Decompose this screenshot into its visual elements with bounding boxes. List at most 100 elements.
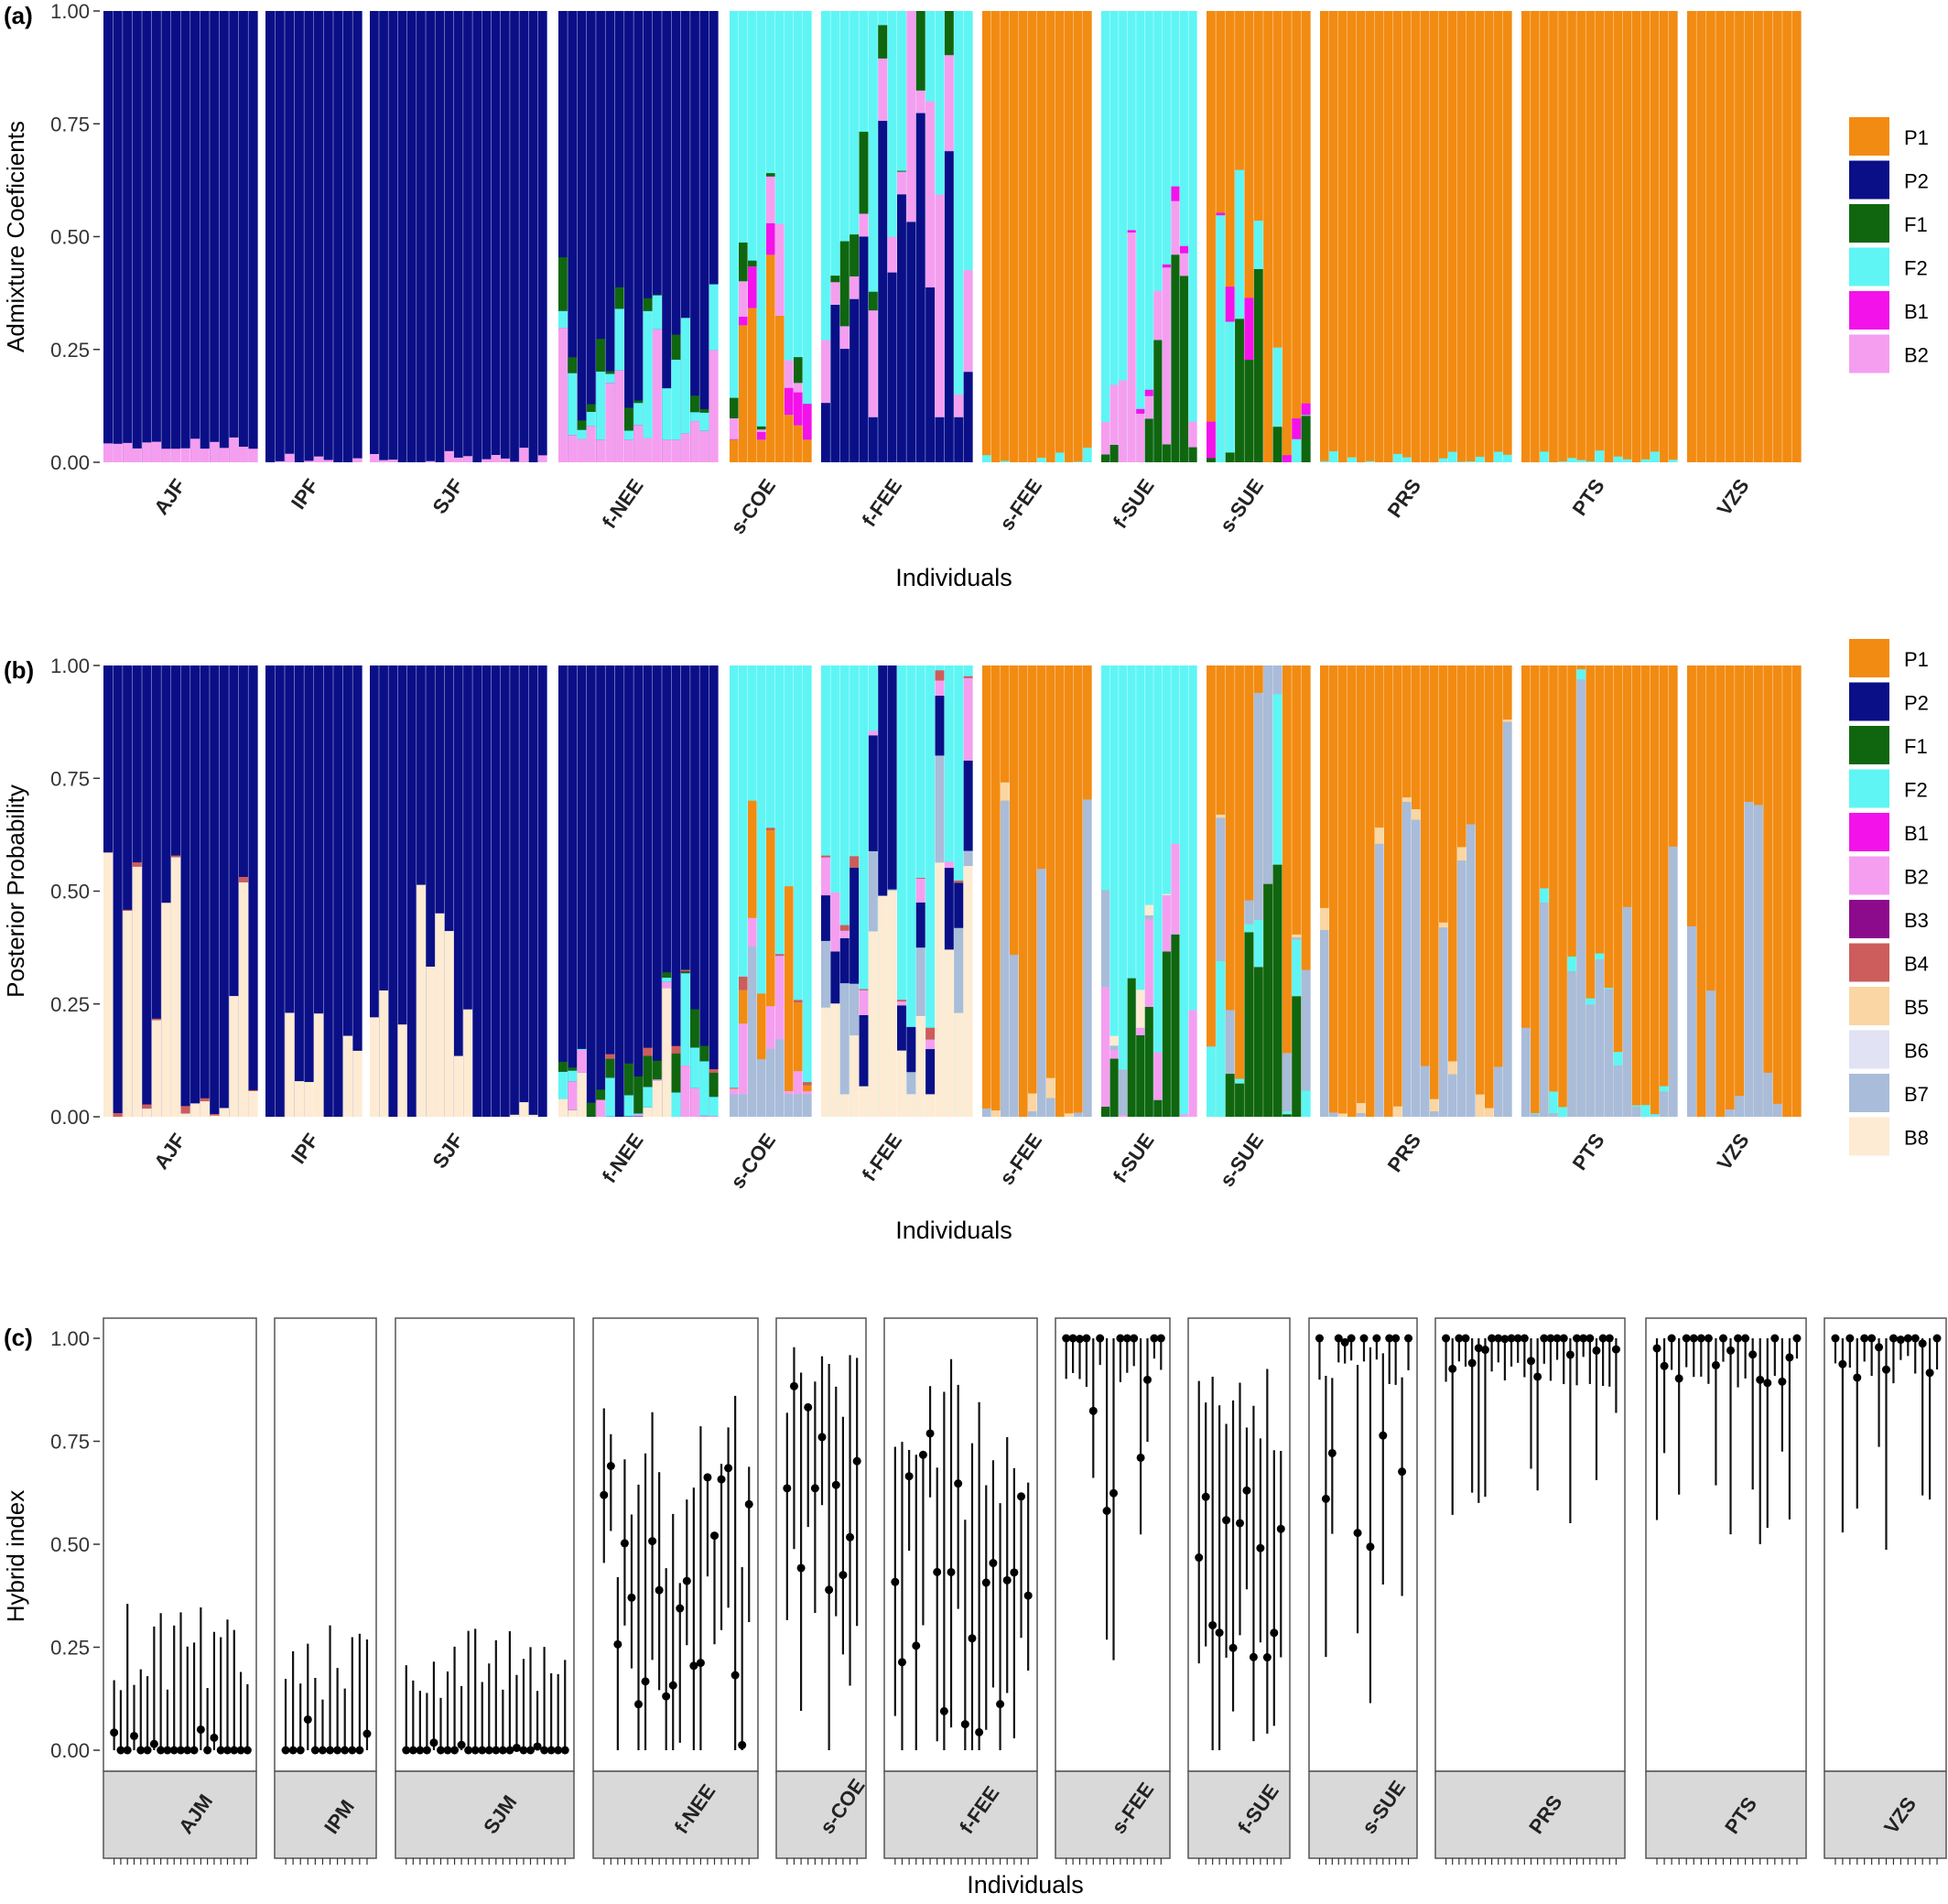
bar-B4: [730, 1087, 739, 1088]
bar-B2: [1162, 894, 1172, 952]
bar-B2: [285, 453, 295, 462]
bar-F2: [830, 11, 840, 462]
bar-F2: [643, 1087, 653, 1108]
data-point: [852, 1456, 861, 1466]
bar-F1: [568, 1067, 578, 1071]
bar-B2: [1136, 413, 1145, 462]
bar-P2: [586, 665, 597, 1117]
bar-P1: [1558, 11, 1568, 462]
bar-B2: [785, 1091, 794, 1095]
bar-B5: [1402, 797, 1412, 803]
bar-B8: [944, 949, 955, 1117]
bar-B4: [839, 925, 850, 931]
bar-B2: [915, 90, 926, 114]
data-point: [1088, 1406, 1098, 1415]
bar-B8: [370, 1017, 380, 1117]
bar-B2: [730, 418, 739, 439]
bar-P2: [519, 11, 529, 462]
category-label: IPF: [287, 475, 323, 514]
bar-P2: [839, 349, 850, 462]
bar-B2: [1179, 253, 1189, 276]
bar-B8: [963, 866, 973, 1117]
bar-B2: [453, 457, 464, 462]
bar-P1: [1010, 665, 1019, 1117]
data-point: [627, 1593, 636, 1602]
data-point: [891, 1577, 900, 1586]
bar-P1: [1430, 11, 1439, 462]
data-point: [1726, 1346, 1736, 1355]
bar-F2: [906, 665, 916, 1117]
bar-P1: [1595, 11, 1605, 462]
bar-B8: [915, 1015, 926, 1117]
bar-P1: [1503, 11, 1512, 462]
data-point: [484, 1746, 493, 1755]
data-point: [1763, 1379, 1772, 1388]
bar-F1: [1144, 1007, 1154, 1117]
bar-P1: [1393, 11, 1402, 462]
bar-B7: [887, 889, 897, 891]
bar-P2: [453, 11, 464, 462]
y-tick-label: 0.75: [50, 113, 90, 135]
bar-P1: [1320, 665, 1329, 1117]
bar-B2: [944, 861, 955, 869]
bar-P2: [285, 11, 295, 462]
bar-F2: [1631, 1105, 1641, 1108]
bar-B2: [1119, 380, 1128, 462]
bar-P1: [1028, 11, 1037, 462]
data-point: [912, 1641, 921, 1650]
bar-P1: [1696, 11, 1706, 462]
bar-P2: [821, 895, 831, 941]
bar-P2: [132, 11, 143, 462]
bar-B2: [1109, 1049, 1120, 1059]
data-point: [519, 1746, 528, 1755]
bar-B2: [352, 458, 363, 462]
data-point: [738, 1740, 747, 1749]
bar-F1: [915, 11, 926, 91]
bar-F1: [1253, 967, 1264, 1117]
bar-B2: [1153, 290, 1163, 341]
bar-B2: [643, 438, 653, 462]
bar-B2: [1144, 919, 1154, 1008]
bar-P1: [1439, 11, 1448, 462]
bar-P1: [1357, 665, 1366, 1117]
data-point: [648, 1537, 657, 1546]
bar-B7: [1028, 1111, 1037, 1117]
bar-B2: [210, 441, 220, 462]
bar-B8: [859, 1086, 869, 1117]
data-point: [717, 1475, 726, 1484]
bar-F2: [1282, 1110, 1293, 1115]
bar-B5: [1485, 1108, 1494, 1117]
bar-P2: [285, 665, 295, 1117]
bar-P2: [342, 665, 353, 1117]
data-point: [216, 1746, 225, 1755]
bar-B4: [238, 877, 249, 882]
bar-P2: [558, 665, 568, 1117]
bar-F1: [652, 1060, 663, 1080]
bar-B5: [1393, 1106, 1402, 1117]
legend-label: B3: [1904, 909, 1929, 932]
data-point: [1236, 1519, 1244, 1528]
bar-B7: [1109, 1045, 1120, 1050]
data-point: [1598, 1334, 1607, 1343]
data-point: [1546, 1334, 1555, 1343]
data-point: [1711, 1360, 1720, 1369]
bar-B7: [1540, 903, 1550, 1117]
bar-B4: [151, 1018, 162, 1021]
data-point: [402, 1746, 411, 1755]
bar-F2: [730, 11, 739, 462]
bar-B7: [1263, 665, 1273, 884]
bar-F2: [1659, 1086, 1669, 1092]
data-point: [1674, 1374, 1683, 1383]
bar-F2: [830, 665, 840, 1117]
bar-B8: [200, 1101, 211, 1117]
bar-P1: [757, 439, 766, 462]
bar-P2: [568, 11, 578, 462]
bar-P2: [859, 1014, 869, 1087]
bar-P2: [500, 665, 511, 1117]
bar-F2: [1347, 457, 1357, 462]
bar-B2: [935, 680, 945, 696]
bar-F2: [730, 665, 739, 1117]
category-label: VZS: [1713, 1130, 1754, 1174]
bar-F2: [1272, 347, 1282, 427]
bar-F1: [1235, 1083, 1245, 1117]
